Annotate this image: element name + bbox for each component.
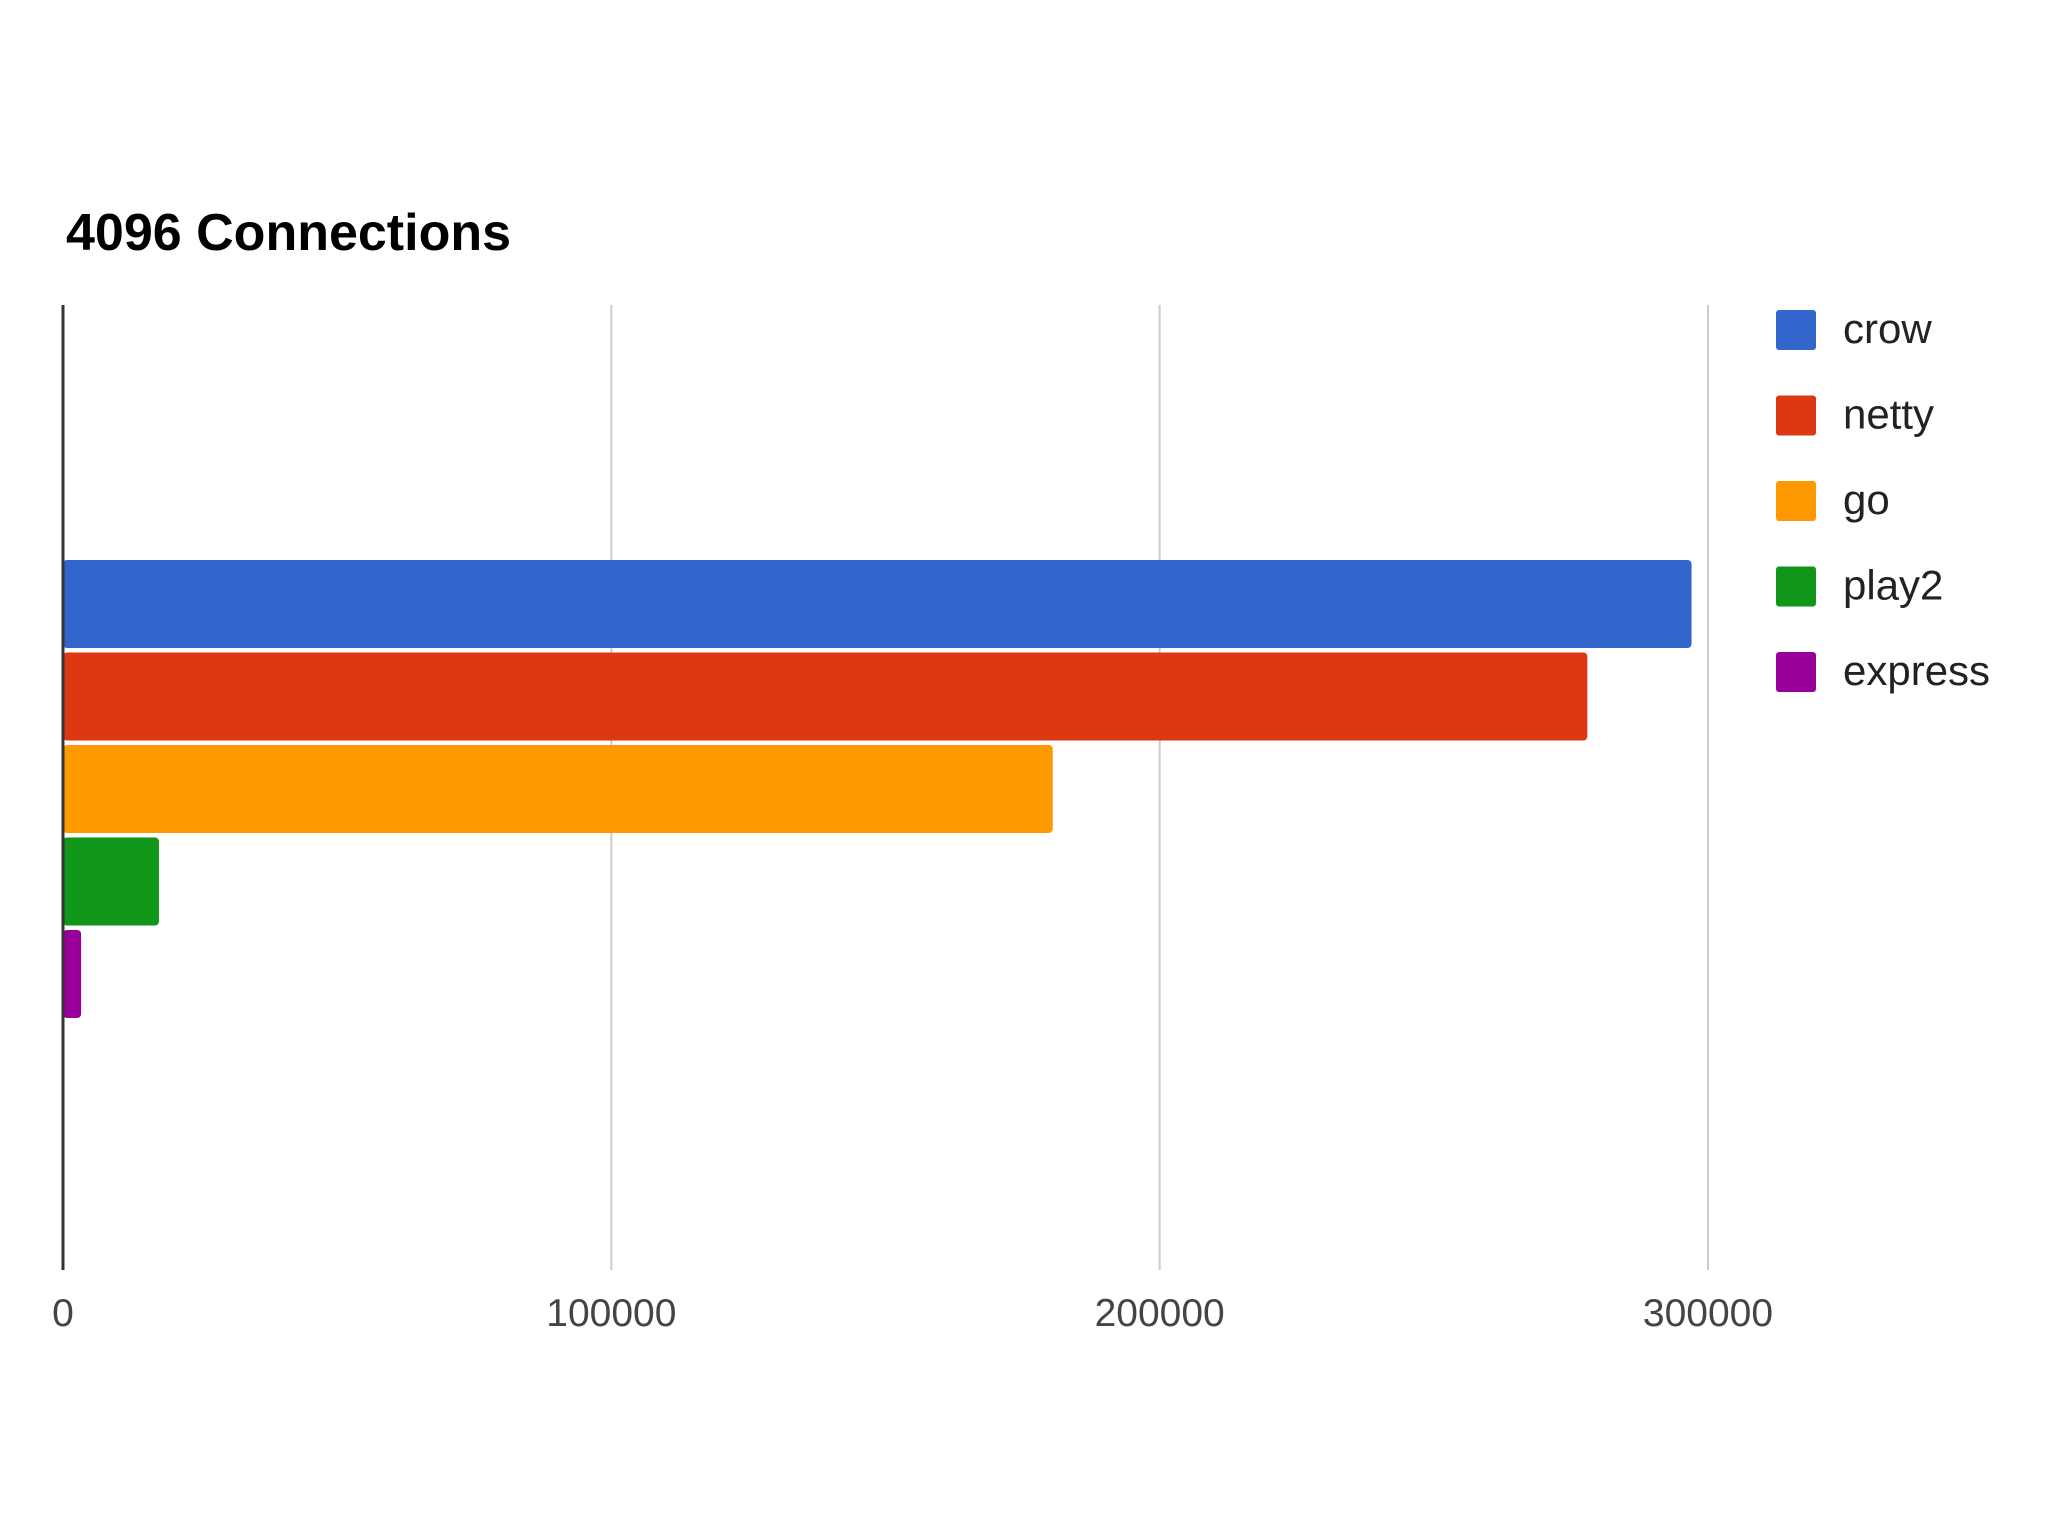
legend: crow netty go play2 express xyxy=(1776,305,1990,694)
x-tick-label: 100000 xyxy=(546,1292,676,1335)
bar-go[interactable] xyxy=(63,745,1053,833)
bar-netty[interactable] xyxy=(63,652,1588,741)
x-tick-label: 300000 xyxy=(1643,1292,1773,1335)
legend-swatch-express xyxy=(1776,652,1816,692)
bar-play2[interactable] xyxy=(63,837,159,926)
legend-swatch-crow xyxy=(1776,310,1816,350)
legend-label-play2: play2 xyxy=(1843,562,1943,609)
legend-swatch-go xyxy=(1776,481,1816,521)
x-tick-labels: 0 100000 200000 300000 xyxy=(52,1292,1773,1335)
legend-label-go: go xyxy=(1843,476,1890,523)
legend-swatch-play2 xyxy=(1776,566,1816,607)
legend-label-express: express xyxy=(1843,647,1990,694)
x-tick-label: 0 xyxy=(52,1292,74,1335)
legend-label-netty: netty xyxy=(1843,391,1934,438)
legend-label-crow: crow xyxy=(1843,305,1932,352)
bar-crow[interactable] xyxy=(63,560,1692,648)
bar-express[interactable] xyxy=(63,930,82,1018)
x-tick-label: 200000 xyxy=(1095,1292,1225,1335)
legend-swatch-netty xyxy=(1776,395,1816,436)
chart-title: 4096 Connections xyxy=(66,204,511,262)
bars xyxy=(63,560,1692,1018)
